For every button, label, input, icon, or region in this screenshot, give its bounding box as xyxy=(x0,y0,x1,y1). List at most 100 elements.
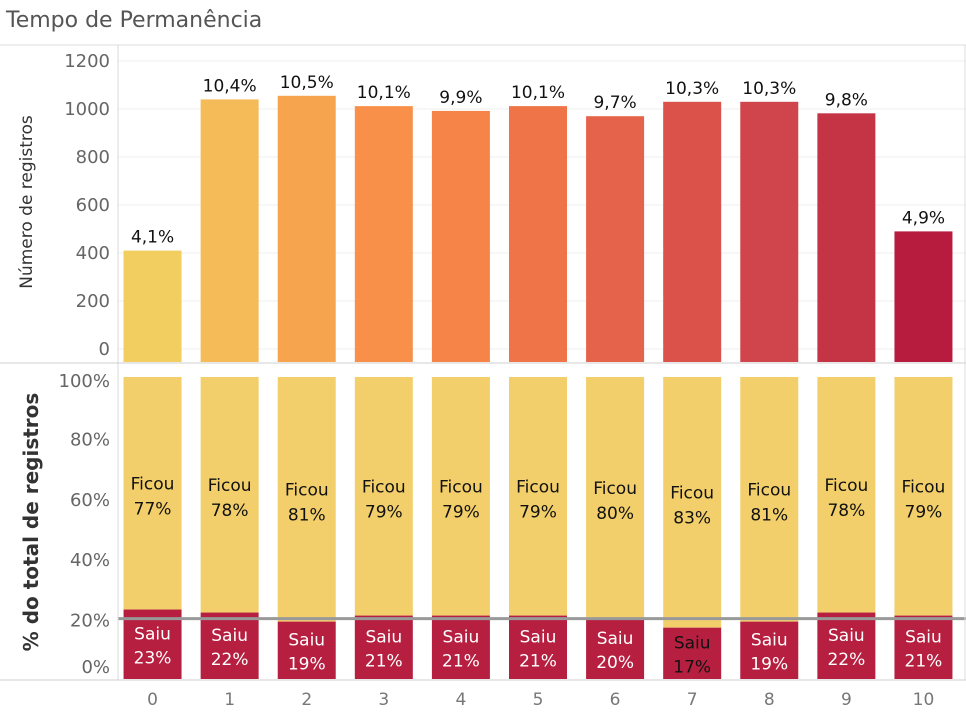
bar-data-label: 9,8% xyxy=(825,90,868,110)
ficou-segment xyxy=(354,377,413,616)
bar-data-label: 4,1% xyxy=(131,228,174,248)
saiu-segment xyxy=(663,627,722,679)
saiu-series-name: Saiu xyxy=(597,629,634,649)
count-bar xyxy=(894,231,953,362)
saiu-percent-label: 19% xyxy=(750,654,788,674)
ficou-percent-label: 77% xyxy=(134,499,172,519)
bar-data-label: 10,1% xyxy=(511,83,565,103)
saiu-segment xyxy=(123,609,182,679)
bar-data-label: 10,4% xyxy=(203,76,257,96)
y-tick-label-top: 0 xyxy=(99,339,110,360)
saiu-segment xyxy=(509,615,567,679)
ficou-series-name: Ficou xyxy=(747,480,791,500)
ficou-series-name: Ficou xyxy=(131,474,175,494)
saiu-series-name: Saiu xyxy=(751,630,788,650)
ficou-series-name: Ficou xyxy=(285,480,329,500)
count-bar xyxy=(817,113,876,362)
saiu-series-name: Saiu xyxy=(288,630,325,650)
saiu-percent-label: 21% xyxy=(519,651,557,671)
ficou-segment xyxy=(894,377,953,616)
saiu-percent-label: 17% xyxy=(673,657,711,677)
count-bar xyxy=(740,101,799,363)
y-tick-label-top: 1000 xyxy=(64,99,110,120)
y-tick-label-top: 600 xyxy=(76,195,110,216)
ficou-segment xyxy=(509,377,567,616)
x-tick-label: 8 xyxy=(764,690,775,710)
x-tick-label: 1 xyxy=(224,690,235,710)
saiu-series-name: Saiu xyxy=(905,627,942,647)
saiu-segment xyxy=(894,615,953,679)
chart-title: Tempo de Permanência xyxy=(5,8,262,33)
y-tick-label-top: 1200 xyxy=(64,51,110,72)
x-tick-label: 5 xyxy=(533,690,544,710)
y-axis-title-top: Número de registros xyxy=(17,115,37,289)
ficou-percent-label: 80% xyxy=(596,504,634,524)
ficou-percent-label: 79% xyxy=(519,502,557,522)
ficou-percent-label: 83% xyxy=(673,508,711,528)
top-panel: 0 200 400 600 800 1000 1200 4,1% 10,4% 10,5% 10,1%… xyxy=(17,51,966,363)
saiu-percent-label: 22% xyxy=(211,650,249,670)
x-tick-label: 9 xyxy=(841,690,852,710)
bar-data-label: 9,9% xyxy=(439,88,482,108)
ficou-segment xyxy=(586,377,645,619)
ficou-segment xyxy=(200,377,259,613)
x-tick-label: 4 xyxy=(455,690,466,710)
count-bar xyxy=(354,106,413,363)
saiu-segment xyxy=(354,615,413,679)
saiu-percent-label: 19% xyxy=(288,654,326,674)
y-tick-label-top: 200 xyxy=(76,291,110,312)
saiu-series-name: Saiu xyxy=(211,626,248,646)
ficou-segment xyxy=(277,377,336,622)
ficou-segment xyxy=(123,377,182,610)
y-tick-label-bottom: 20% xyxy=(70,611,110,632)
saiu-percent-label: 21% xyxy=(365,651,403,671)
ficou-series-name: Ficou xyxy=(362,477,406,497)
saiu-segment xyxy=(817,612,876,679)
bar-data-label: 10,3% xyxy=(742,79,796,99)
bar-data-label: 9,7% xyxy=(593,93,636,113)
saiu-percent-label: 23% xyxy=(134,648,172,668)
ficou-segment xyxy=(817,377,876,613)
ficou-percent-label: 81% xyxy=(750,505,788,525)
count-bar xyxy=(431,110,490,362)
saiu-percent-label: 20% xyxy=(596,653,634,673)
saiu-series-name: Saiu xyxy=(828,626,865,646)
saiu-percent-label: 22% xyxy=(827,650,865,670)
x-tick-label: 10 xyxy=(913,690,935,710)
ficou-series-name: Ficou xyxy=(824,476,868,496)
y-tick-label-bottom: 80% xyxy=(70,429,110,450)
saiu-series-name: Saiu xyxy=(443,627,480,647)
saiu-segment xyxy=(431,615,490,679)
count-bar xyxy=(663,101,722,363)
y-axis-title-bottom: % do total de registros xyxy=(19,393,43,652)
saiu-segment xyxy=(200,612,259,679)
ficou-segment xyxy=(431,377,490,616)
ficou-percent-label: 79% xyxy=(905,502,943,522)
bar-data-label: 10,5% xyxy=(280,73,334,93)
ficou-percent-label: 79% xyxy=(442,502,480,522)
saiu-series-name: Saiu xyxy=(520,627,557,647)
y-tick-label-bottom: 0% xyxy=(81,657,110,678)
y-tick-label-bottom: 60% xyxy=(70,490,110,511)
count-bar xyxy=(123,250,182,362)
x-tick-label: 2 xyxy=(301,690,312,710)
chart-frame xyxy=(0,44,966,681)
saiu-percent-label: 21% xyxy=(442,651,480,671)
saiu-segment xyxy=(740,621,799,679)
y-tick-label-bottom: 100% xyxy=(59,371,110,392)
saiu-segment xyxy=(277,621,336,679)
ficou-series-name: Ficou xyxy=(439,477,483,497)
ficou-series-name: Ficou xyxy=(902,477,946,497)
saiu-series-name: Saiu xyxy=(365,627,402,647)
bar-data-label: 10,1% xyxy=(357,83,411,103)
ficou-percent-label: 78% xyxy=(211,501,249,521)
saiu-segment xyxy=(586,618,645,679)
saiu-percent-label: 21% xyxy=(905,651,943,671)
ficou-series-name: Ficou xyxy=(516,477,560,497)
saiu-series-name: Saiu xyxy=(674,633,711,653)
saiu-series-name: Saiu xyxy=(134,624,171,644)
ficou-segment xyxy=(740,377,799,622)
ficou-series-name: Ficou xyxy=(670,483,714,503)
count-bar xyxy=(200,99,259,363)
